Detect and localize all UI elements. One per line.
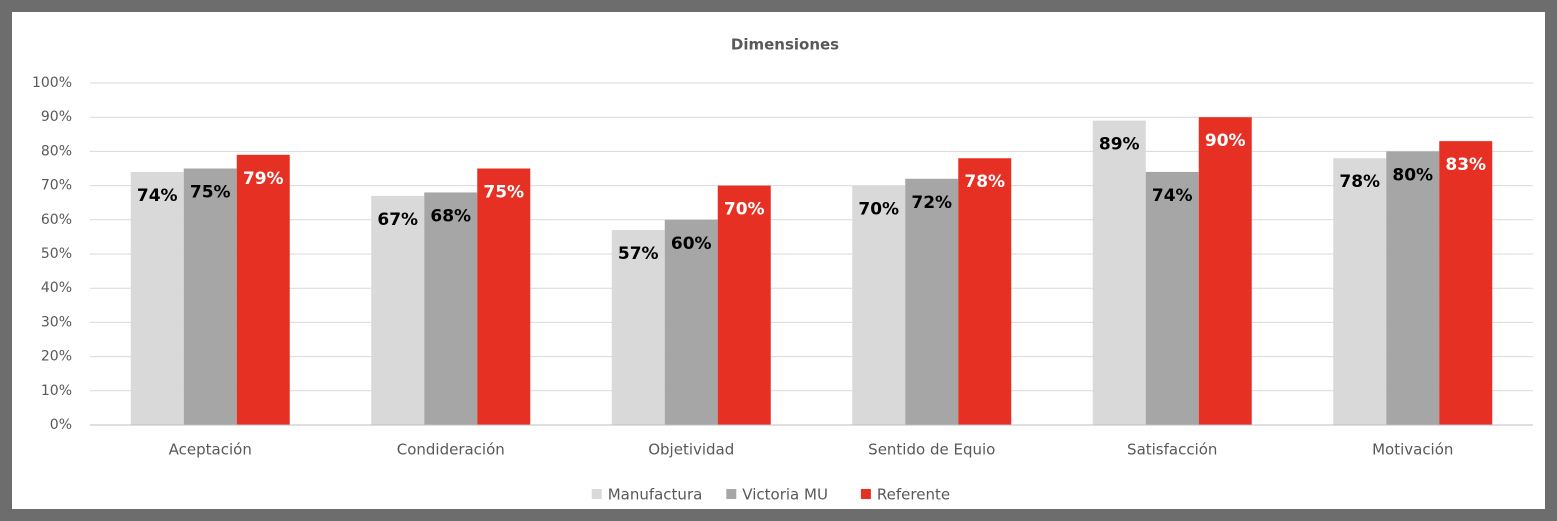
legend-label: Referente — [877, 486, 950, 504]
y-tick-label: 70% — [41, 178, 72, 194]
x-tick-label: Motivación — [1372, 441, 1453, 459]
x-tick-label: Satisfacción — [1127, 441, 1217, 459]
bar — [1198, 117, 1252, 425]
x-tick-label: Objetividad — [648, 441, 734, 459]
y-tick-label: 20% — [41, 349, 72, 365]
data-label: 78% — [964, 172, 1005, 192]
data-label: 70% — [858, 200, 899, 220]
bar — [236, 154, 290, 425]
data-label: 89% — [1099, 135, 1140, 155]
bar — [424, 192, 478, 425]
chart-title: Dimensiones — [731, 36, 839, 54]
bar — [1333, 158, 1387, 426]
data-label: 70% — [724, 200, 765, 220]
y-tick-label: 10% — [41, 383, 72, 399]
data-label: 57% — [618, 244, 659, 264]
data-label: 74% — [1152, 186, 1193, 206]
bar — [717, 185, 771, 425]
bar — [611, 230, 665, 425]
bar — [371, 195, 425, 425]
data-label: 90% — [1205, 131, 1246, 151]
y-tick-label: 90% — [41, 109, 72, 125]
data-label: 74% — [137, 186, 178, 206]
x-tick-label: Sentido de Equio — [868, 441, 995, 459]
legend-label: Victoria MU — [742, 486, 828, 504]
bar — [905, 178, 959, 425]
data-label: 75% — [190, 183, 231, 203]
x-tick-label: Aceptación — [169, 441, 252, 459]
bar — [664, 219, 718, 425]
legend-swatch — [726, 489, 737, 499]
y-tick-label: 50% — [41, 246, 72, 262]
data-label: 60% — [671, 234, 712, 254]
data-label: 72% — [911, 193, 952, 213]
bar — [1439, 141, 1493, 425]
data-label: 79% — [243, 169, 284, 189]
y-tick-label: 60% — [41, 212, 72, 228]
bar — [130, 171, 184, 425]
data-label: 83% — [1445, 155, 1486, 175]
data-label: 80% — [1392, 165, 1433, 185]
legend-swatch — [591, 489, 602, 499]
y-tick-label: 30% — [41, 314, 72, 330]
data-label: 68% — [430, 206, 471, 226]
bar — [852, 185, 906, 425]
legend-label: Manufactura — [608, 486, 703, 504]
bar — [958, 158, 1012, 426]
y-tick-label: 40% — [41, 280, 72, 296]
y-tick-label: 80% — [41, 143, 72, 159]
data-label: 67% — [377, 210, 418, 230]
y-tick-label: 0% — [50, 417, 72, 433]
bar — [477, 168, 531, 425]
bar — [183, 168, 237, 425]
data-label: 75% — [483, 183, 524, 203]
x-tick-label: Condideración — [397, 441, 505, 459]
y-tick-label: 100% — [32, 75, 72, 91]
bar — [1145, 171, 1199, 425]
bar — [1386, 151, 1440, 425]
legend-swatch — [860, 489, 871, 499]
bar — [1092, 120, 1146, 426]
data-label: 78% — [1339, 172, 1380, 192]
